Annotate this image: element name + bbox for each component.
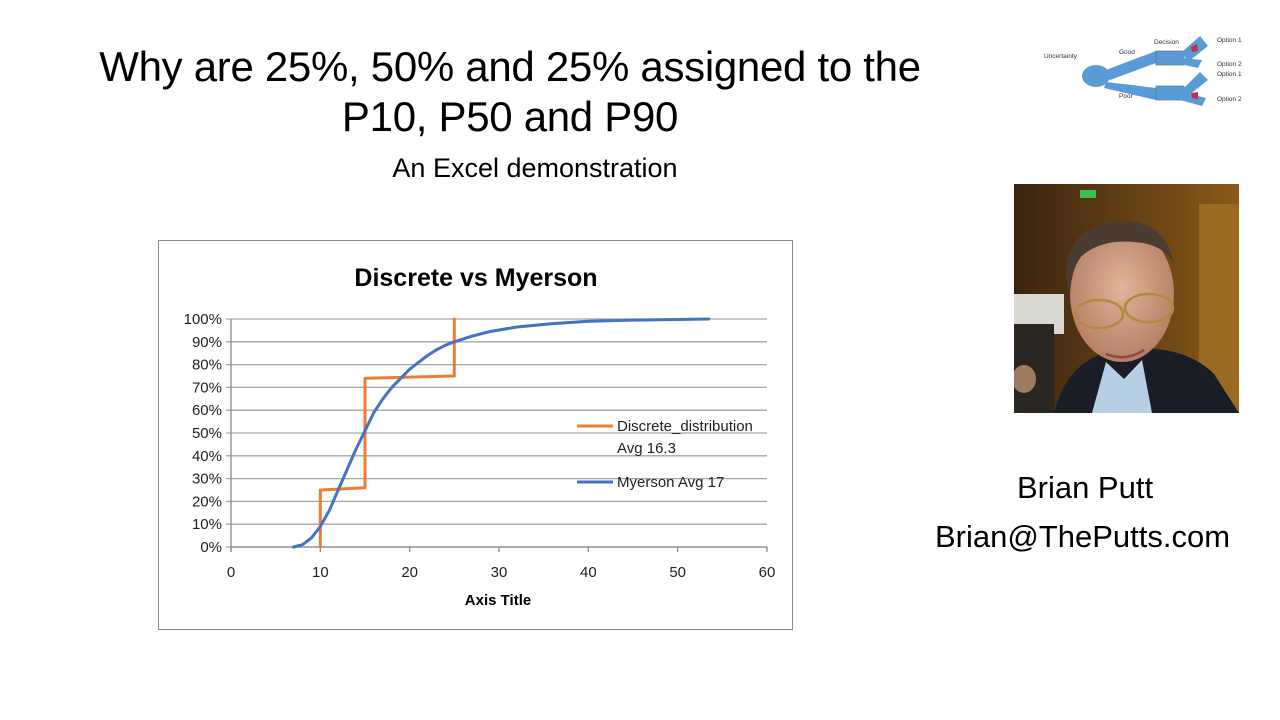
- y-tick-label: 30%: [192, 471, 222, 488]
- title-line-2: P10, P50 and P90: [341, 93, 679, 140]
- x-tick-label: 10: [312, 564, 329, 581]
- label-bottom-option-1: Option 1: [1217, 71, 1242, 78]
- y-tick-label: 60%: [192, 402, 222, 419]
- label-decision: Decision: [1154, 39, 1179, 46]
- author-email[interactable]: Brian@ThePutts.com: [934, 519, 1231, 554]
- series-lines: [292, 317, 711, 549]
- y-tick-label: 90%: [192, 334, 222, 351]
- label-top-option-2: Option 2: [1217, 61, 1242, 68]
- chart-container: Discrete vs Myerson 0% 10% 20% 30% 40% 50% 60%…: [158, 240, 793, 630]
- label-uncertainty: Uncertainty: [1044, 53, 1078, 60]
- legend: Discrete_distribution Avg 16.3 Myerson A…: [577, 418, 753, 491]
- decision-tree-icon: Uncertainty Good Poor Decision Option 1 …: [1030, 30, 1260, 120]
- x-tick-label: 30: [491, 564, 508, 581]
- cdf-chart: Discrete vs Myerson 0% 10% 20% 30% 40% 50% 60%…: [184, 264, 776, 609]
- y-tick-label: 40%: [192, 448, 222, 465]
- legend-label-myerson: Myerson Avg 17: [617, 474, 724, 491]
- title-line-1: Why are 25%, 50% and 25% assigned to the: [99, 43, 921, 90]
- x-tick-label: 20: [401, 564, 418, 581]
- decision-tree-graphic: Uncertainty Good Poor Decision Option 1 …: [1044, 36, 1242, 106]
- x-tick-label: 50: [669, 564, 686, 581]
- y-tick-label: 80%: [192, 357, 222, 374]
- slide-subtitle: An Excel demonstration: [392, 153, 678, 183]
- y-tick-label: 10%: [192, 516, 222, 533]
- series-myerson-line: [292, 317, 711, 549]
- slide-title: Why are 25%, 50% and 25% assigned to the…: [60, 42, 960, 142]
- label-good: Good: [1119, 49, 1135, 56]
- legend-label-discrete-line2: Avg 16.3: [617, 440, 676, 457]
- x-axis: 0 10 20 30 40 50 60: [227, 319, 776, 581]
- y-tick-label: 50%: [192, 425, 222, 442]
- x-tick-label: 0: [227, 564, 235, 581]
- y-axis-ticks: 0% 10% 20% 30% 40% 50% 60% 70% 80% 90% 100%: [184, 311, 222, 556]
- x-tick-label: 60: [759, 564, 776, 581]
- chart-title: Discrete vs Myerson: [354, 264, 597, 292]
- y-tick-label: 0%: [200, 539, 222, 556]
- x-tick-label: 40: [580, 564, 597, 581]
- y-tick-label: 20%: [192, 493, 222, 510]
- author-photo: [1014, 184, 1239, 413]
- label-bottom-option-2: Option 2: [1217, 96, 1242, 103]
- label-top-option-1: Option 1: [1217, 37, 1242, 44]
- portrait-photo-icon: [1014, 184, 1239, 413]
- author-name: Brian Putt: [1016, 470, 1154, 505]
- label-poor: Poor: [1119, 93, 1134, 100]
- legend-label-discrete-line1: Discrete_distribution: [617, 418, 753, 435]
- x-axis-title: Axis Title: [465, 592, 531, 609]
- y-tick-label: 100%: [184, 311, 222, 328]
- y-tick-label: 70%: [192, 379, 222, 396]
